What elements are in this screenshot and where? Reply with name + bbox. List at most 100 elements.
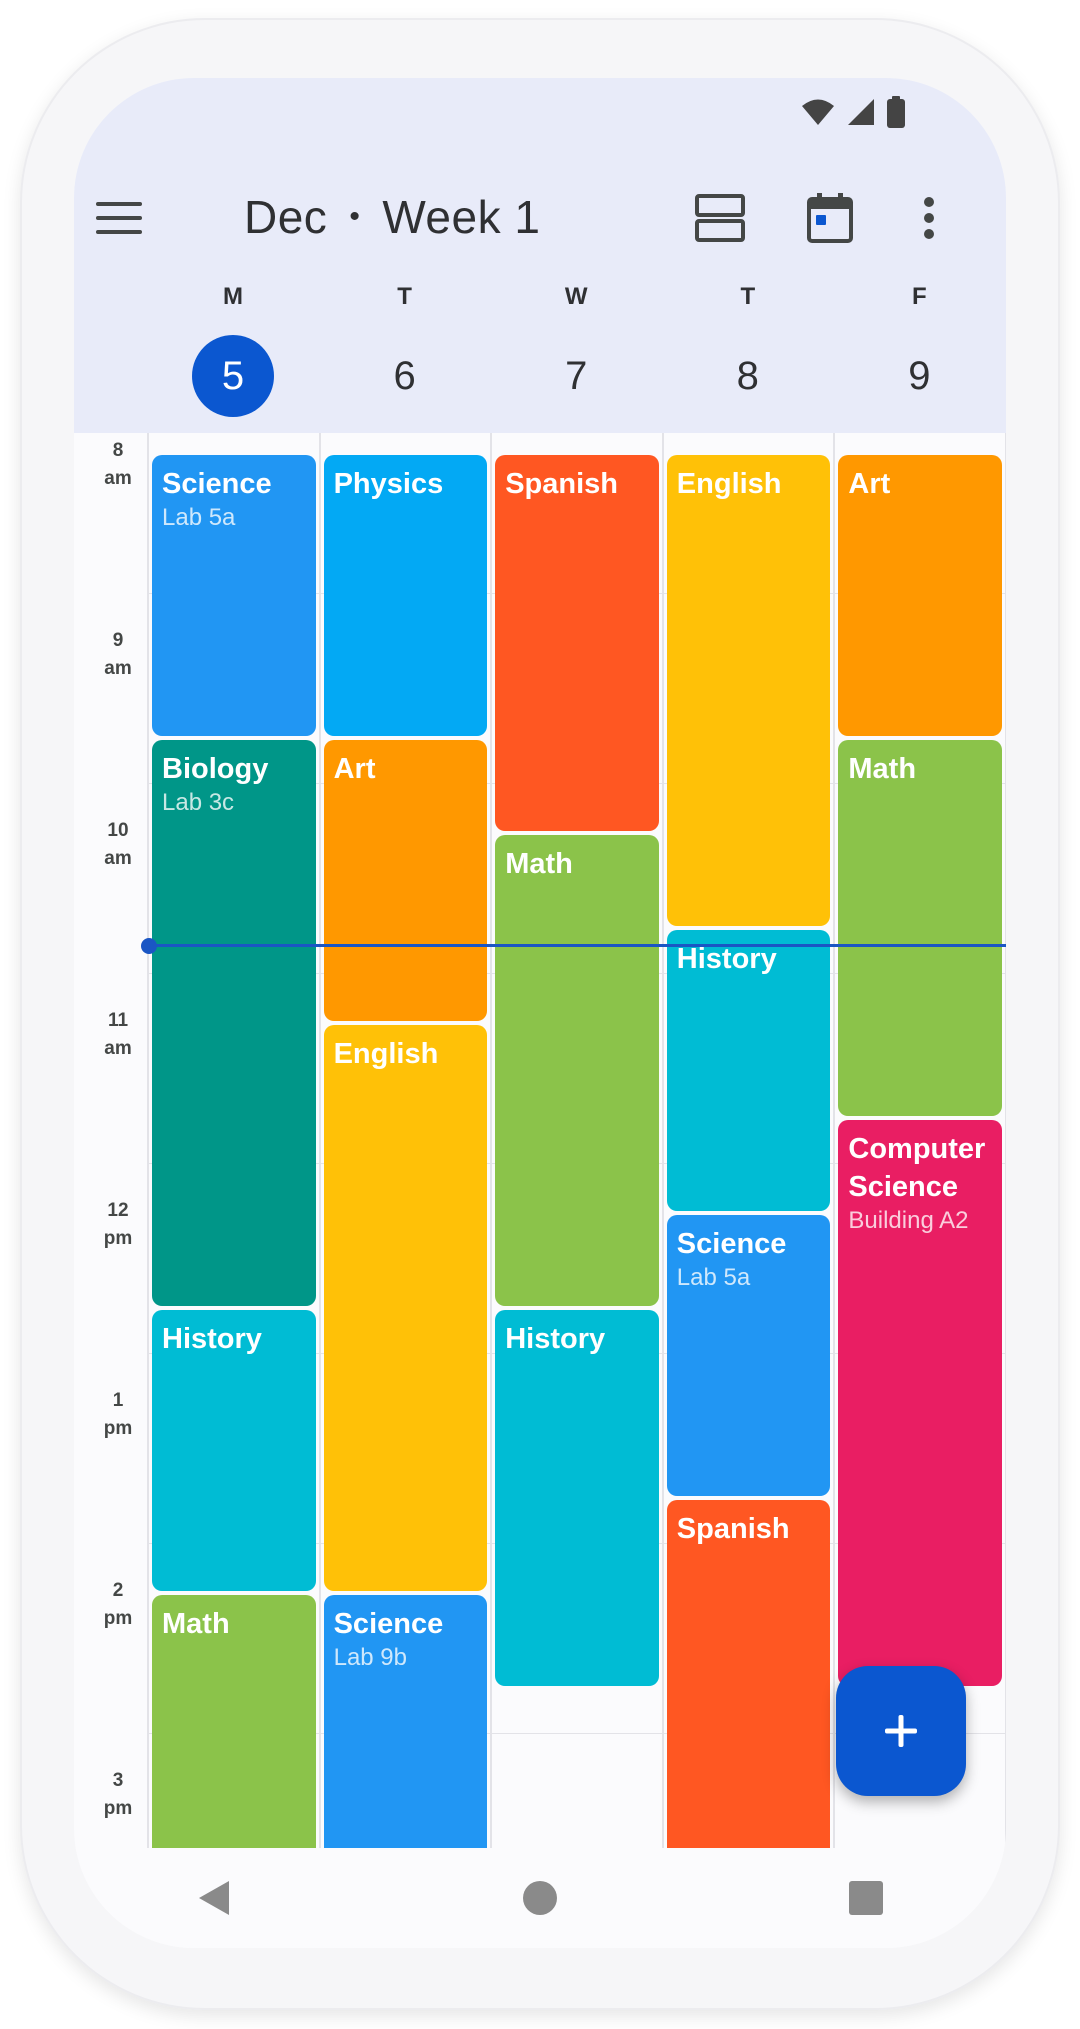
time-period: am [104,1038,132,1059]
signal-icon [848,99,874,125]
add-icon [885,1715,917,1747]
event-card[interactable]: Spanish [495,455,659,831]
day-letter: F [912,283,927,310]
event-title: Spanish [505,468,618,500]
time-hour: 10 [107,820,129,841]
time-period: pm [103,1608,133,1629]
day-letter: M [223,283,243,310]
time-hour: 11 [107,1010,129,1031]
event-title: Math [162,1608,230,1640]
event-card[interactable]: Physics [323,455,488,736]
event-card[interactable]: English [666,455,831,926]
event-card[interactable]: English [323,1025,488,1591]
day-number: 9 [908,353,931,398]
day-number: 8 [736,353,759,398]
day-divider [1005,433,1006,1848]
day-letter: T [740,283,756,310]
add-event-button[interactable] [836,1666,966,1796]
event-title: History [676,943,777,975]
today-button[interactable] [798,185,862,251]
event-title: Computer Science [848,1133,986,1203]
event-card[interactable]: Math [495,835,659,1306]
hour-gridline [148,1733,1006,1734]
time-period: am [104,468,132,489]
time-period: pm [103,1228,133,1249]
event-title: English [676,468,782,500]
time-hour: 2 [112,1580,124,1601]
nav-home-button[interactable] [510,1868,570,1928]
event-title: Science [333,1608,444,1640]
time-period: am [104,848,132,869]
event-title: English [333,1038,439,1070]
day-number: 6 [393,353,416,398]
time-label: 2 pm [86,1577,150,1633]
current-time-dot [141,937,157,954]
menu-button[interactable] [88,187,150,249]
app-header: Dec • Week 1 [74,78,1006,433]
event-title: Physics [333,468,444,500]
day-divider [490,433,493,1848]
event-title: Science [162,468,272,500]
nav-recents-button[interactable] [836,1868,896,1928]
time-label: 1 pm [86,1387,150,1443]
time-period: pm [103,1418,133,1439]
event-card[interactable]: Math [152,1595,316,1848]
event-location: Lab 5a [162,504,236,531]
event-card[interactable]: Spanish [666,1500,831,1848]
day-letter: T [397,283,412,310]
system-nav-bar [74,1848,1006,1948]
event-card[interactable]: Biology Lab 3c [152,740,316,1306]
time-label: 12 pm [86,1197,150,1253]
time-label: 11 am [86,1007,150,1063]
event-card[interactable]: History [152,1310,316,1591]
time-hour: 9 [112,630,124,651]
time-label: 3 pm [86,1767,150,1823]
event-title: Art [848,468,891,500]
event-card[interactable]: Art [838,455,1002,736]
schedule-grid[interactable]: 8 am 9 am 10 am 11 am 12 pm 1 pm 2 pm 3 pm Science Lab 5a… [74,433,1006,1848]
time-hour: 8 [112,440,124,461]
time-hour: 1 [112,1390,124,1411]
event-title: Art [333,753,376,785]
event-title: Math [505,848,573,880]
event-card[interactable]: History [666,930,831,1211]
wifi-icon [802,99,834,125]
today-date-badge: 5 [192,335,274,417]
view-agenda-icon [695,194,745,242]
day-divider [661,433,664,1848]
event-title: History [505,1323,606,1355]
nav-back-button[interactable] [184,1868,244,1928]
event-card[interactable]: Math [838,740,1002,1116]
top-app-bar: Dec • Week 1 [74,173,1006,263]
week-label: Week 1 [382,191,541,243]
event-title: Biology [162,753,269,785]
day-divider [833,433,836,1848]
time-period: am [104,658,132,679]
recents-icon [849,1881,883,1915]
event-title: Science [676,1228,787,1260]
home-icon [523,1881,557,1915]
page-title: Dec • Week 1 [244,187,540,247]
event-card[interactable]: Computer Science Building A2 [838,1120,1002,1686]
event-card[interactable]: Art [323,740,488,1021]
calendar-screen: Dec • Week 1 [74,78,1006,1948]
time-hour: 12 [107,1200,129,1221]
event-card[interactable]: Science Lab 9b [323,1595,488,1848]
time-label: 9 am [86,627,150,683]
event-card[interactable]: Science Lab 5a [666,1215,831,1496]
day-divider [318,433,321,1848]
event-card[interactable]: Science Lab 5a [152,455,316,736]
more-options-button[interactable] [904,185,954,251]
time-hour: 3 [112,1770,124,1791]
day-number: 7 [565,353,588,398]
day-divider [147,433,149,1848]
event-card[interactable]: History [495,1310,659,1686]
status-bar [800,92,906,132]
view-toggle-button[interactable] [688,185,752,251]
